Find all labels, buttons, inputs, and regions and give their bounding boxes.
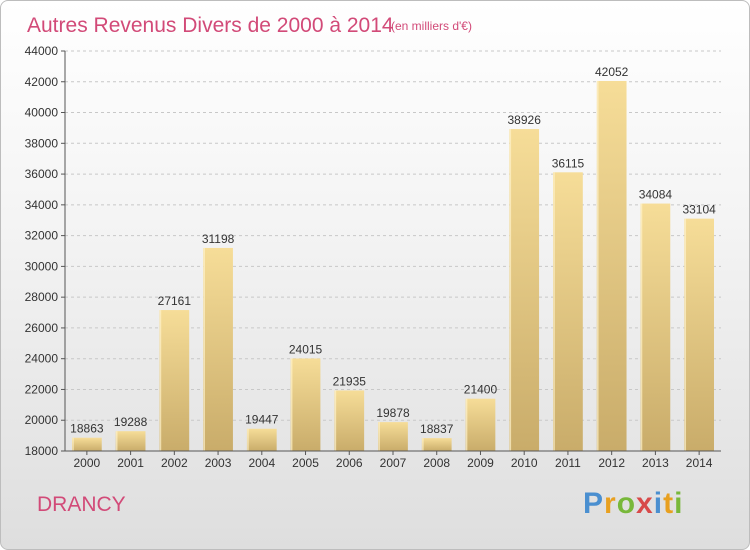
chart-subtitle: (en milliers d'€) bbox=[391, 19, 472, 33]
y-tick-label: 26000 bbox=[25, 321, 59, 335]
brand-letter: o bbox=[616, 487, 637, 520]
data-label-2012: 42052 bbox=[595, 65, 629, 79]
data-label-2007: 19878 bbox=[376, 406, 410, 420]
y-tick-label: 42000 bbox=[25, 75, 59, 89]
brand-letter: x bbox=[636, 487, 654, 520]
x-tick-label: 2001 bbox=[117, 456, 144, 470]
bar-2001 bbox=[115, 431, 146, 451]
bars: 18863 19288 27161 31198 19447 24015 21935 19878… bbox=[70, 65, 716, 452]
city-name: DRANCY bbox=[37, 493, 126, 516]
y-tick-label: 24000 bbox=[25, 352, 59, 366]
y-tick-label: 44000 bbox=[25, 44, 59, 58]
bar-2009 bbox=[465, 398, 496, 451]
data-label-2014: 33104 bbox=[682, 203, 716, 217]
data-label-2005: 24015 bbox=[289, 342, 323, 356]
bar-2002 bbox=[159, 310, 190, 451]
bar-2011 bbox=[553, 172, 583, 452]
x-axis: 2000 2001 2002 2003 2004 2005 2006 2007 2008 2009… bbox=[74, 451, 713, 470]
y-tick-label: 18000 bbox=[25, 444, 59, 458]
y-tick-label: 30000 bbox=[25, 259, 59, 273]
data-label-2006: 21935 bbox=[333, 374, 367, 388]
bar-2004 bbox=[246, 428, 277, 451]
bar-2013 bbox=[640, 203, 671, 451]
data-label-2002: 27161 bbox=[158, 294, 192, 308]
data-label-2011: 36115 bbox=[552, 156, 585, 170]
bar-2008 bbox=[421, 438, 452, 451]
data-label-2008: 18837 bbox=[420, 422, 454, 436]
x-tick-label: 2000 bbox=[74, 456, 101, 470]
y-axis: 18000 20000 22000 24000 26000 28000 30000 32000… bbox=[25, 44, 65, 458]
x-tick-label: 2007 bbox=[380, 456, 407, 470]
x-tick-label: 2008 bbox=[423, 456, 450, 470]
brand-letter: P bbox=[583, 487, 605, 520]
bar-2014 bbox=[684, 218, 715, 451]
brand-logo: Proxiti bbox=[583, 487, 683, 521]
x-tick-label: 2002 bbox=[161, 456, 188, 470]
x-tick-label: 2013 bbox=[642, 456, 669, 470]
y-tick-label: 20000 bbox=[25, 413, 59, 427]
bar-2000 bbox=[71, 437, 102, 451]
data-label-2013: 34084 bbox=[639, 188, 673, 202]
brand-letter: t bbox=[663, 487, 675, 520]
bar-2005 bbox=[290, 358, 321, 451]
x-tick-label: 2010 bbox=[511, 456, 538, 470]
bar-2003 bbox=[203, 247, 233, 451]
brand-letter: i bbox=[653, 487, 664, 520]
bar-2012 bbox=[596, 80, 627, 451]
data-label-2001: 19288 bbox=[114, 415, 148, 429]
y-tick-label: 22000 bbox=[25, 382, 59, 396]
bar-2006 bbox=[334, 390, 365, 451]
data-label-2010: 38926 bbox=[508, 113, 542, 127]
x-tick-label: 2011 bbox=[555, 456, 581, 470]
x-tick-label: 2005 bbox=[292, 456, 319, 470]
x-tick-label: 2003 bbox=[205, 456, 232, 470]
y-tick-label: 28000 bbox=[25, 290, 59, 304]
x-tick-label: 2012 bbox=[598, 456, 625, 470]
brand-letter: i bbox=[674, 487, 684, 520]
y-tick-label: 36000 bbox=[25, 167, 59, 181]
brand-letter: r bbox=[604, 487, 617, 520]
y-tick-label: 40000 bbox=[25, 106, 59, 120]
x-tick-label: 2004 bbox=[248, 456, 275, 470]
data-label-2009: 21400 bbox=[464, 383, 498, 397]
x-tick-label: 2006 bbox=[336, 456, 363, 470]
bar-2007 bbox=[378, 422, 408, 451]
y-tick-label: 38000 bbox=[25, 136, 59, 150]
bar-2010 bbox=[509, 129, 540, 452]
data-label-2004: 19447 bbox=[245, 413, 279, 427]
chart-title: Autres Revenus Divers de 2000 à 2014 bbox=[27, 14, 394, 37]
data-label-2000: 18863 bbox=[70, 422, 104, 436]
data-label-2003: 31198 bbox=[202, 232, 235, 246]
y-tick-label: 32000 bbox=[25, 229, 59, 243]
y-tick-label: 34000 bbox=[25, 198, 59, 212]
x-tick-label: 2014 bbox=[686, 456, 713, 470]
x-tick-label: 2009 bbox=[467, 456, 494, 470]
